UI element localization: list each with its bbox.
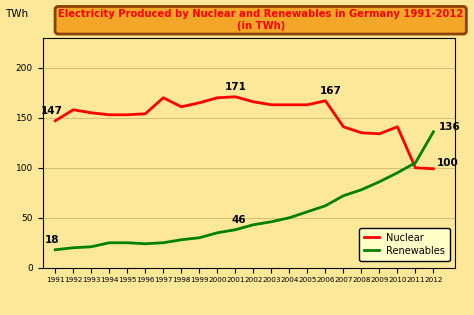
Text: 100: 100 bbox=[437, 158, 459, 168]
Text: 46: 46 bbox=[232, 215, 246, 225]
Text: 147: 147 bbox=[41, 106, 63, 116]
Text: Electricity Produced by Nuclear and Renewables in Germany 1991-2012
(in TWh): Electricity Produced by Nuclear and Rene… bbox=[58, 9, 463, 31]
Text: 167: 167 bbox=[320, 86, 342, 96]
Text: 171: 171 bbox=[224, 82, 246, 92]
Legend: Nuclear, Renewables: Nuclear, Renewables bbox=[359, 228, 450, 261]
Text: 136: 136 bbox=[439, 122, 461, 132]
Text: TWh: TWh bbox=[5, 9, 28, 20]
Text: 18: 18 bbox=[45, 235, 59, 245]
